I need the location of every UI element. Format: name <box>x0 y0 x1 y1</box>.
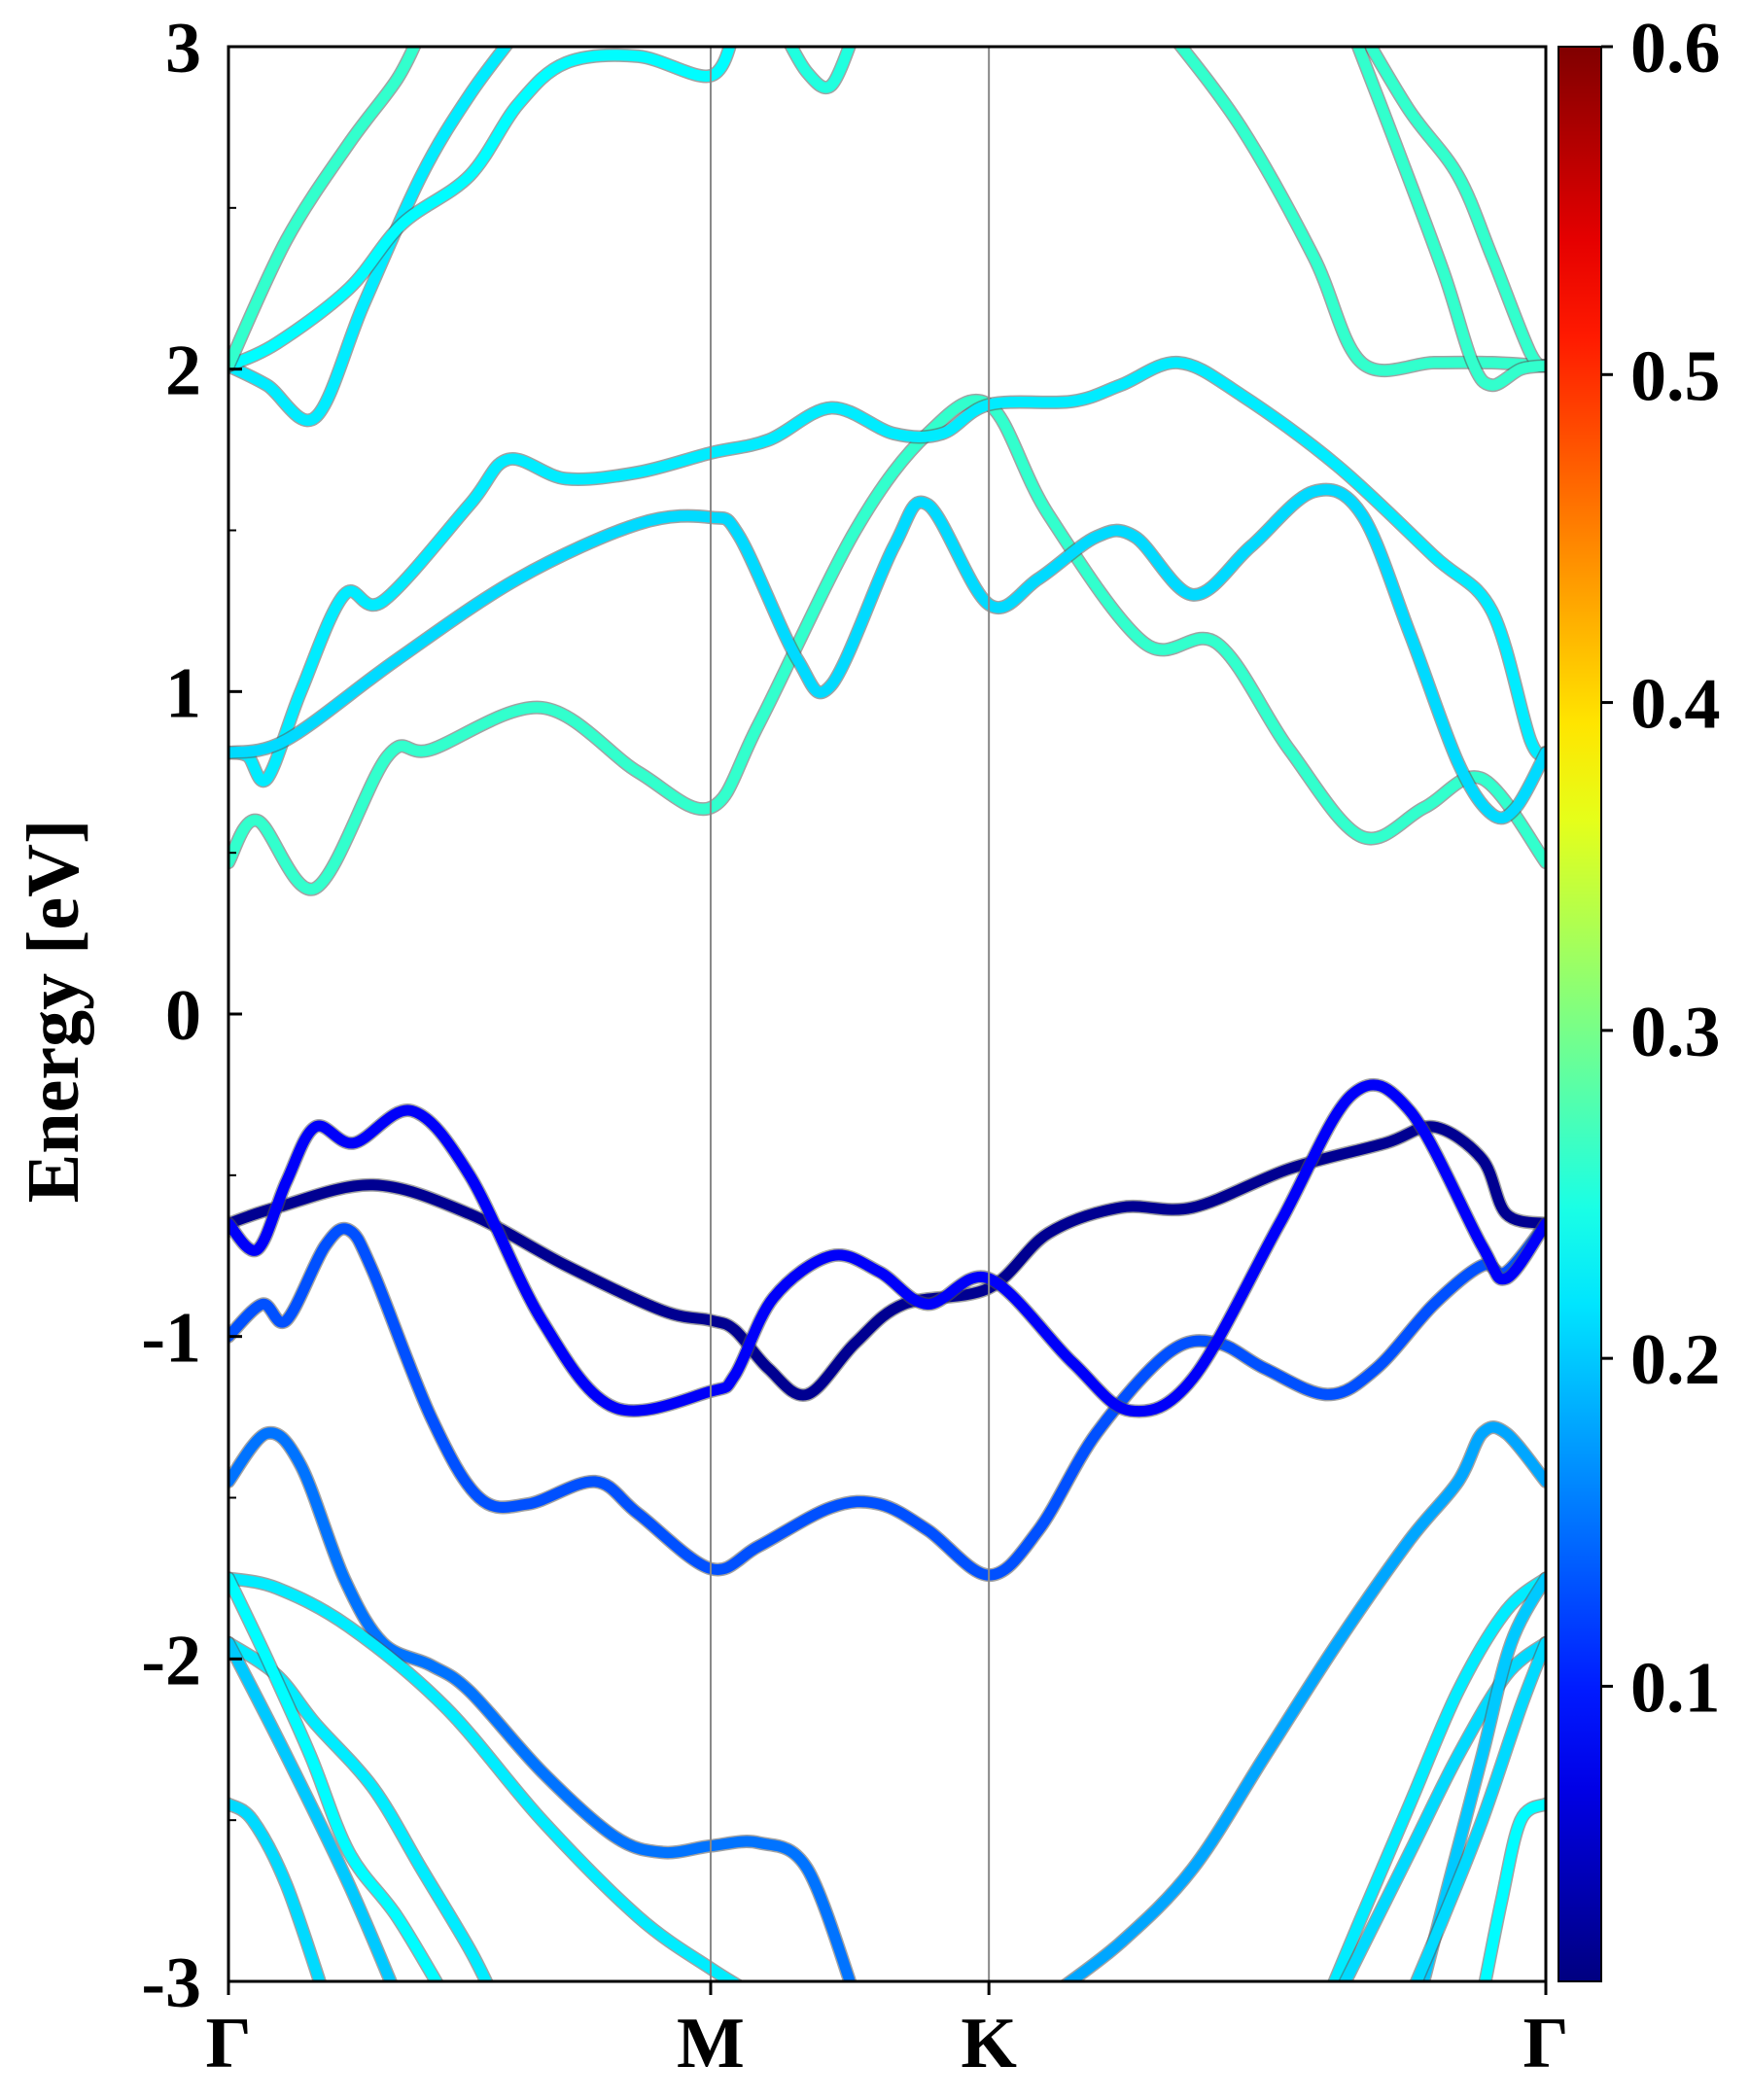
kpoint-label: Γ <box>205 2004 251 2083</box>
band-line-4 <box>228 47 736 371</box>
y-axis-ticks: -3 -2 -1 0 1 2 3 <box>141 9 242 2023</box>
y-tick-label: -2 <box>141 1621 201 1700</box>
band-line-1 <box>228 357 1546 787</box>
colorbar-tick-label: 0.4 <box>1630 665 1721 745</box>
bands-layer <box>228 47 1546 1981</box>
band-line-24 <box>1411 1637 1546 1981</box>
colorbar: 0.1 0.2 0.3 0.4 0.5 0.6 <box>1558 9 1721 1982</box>
colorbar-tick-label: 0.2 <box>1630 1320 1721 1400</box>
y-tick-label: -1 <box>141 1299 201 1379</box>
band-line-0 <box>228 395 1546 895</box>
y-tick-label: 3 <box>165 9 201 88</box>
band-line-14 <box>1061 1421 1546 1981</box>
band-line-5 <box>228 47 421 371</box>
band-line-19 <box>228 1637 397 1981</box>
colorbar-tick-label: 0.1 <box>1630 1648 1721 1728</box>
band-outline-12 <box>228 1077 1546 1418</box>
band-line-7 <box>1174 47 1546 376</box>
band-line-16 <box>228 1637 493 1981</box>
band-outline-16 <box>228 1635 494 1981</box>
colorbar-tick-label: 0.6 <box>1630 9 1721 88</box>
kpoint-label: Γ <box>1522 2004 1568 2083</box>
colorbar-gradient <box>1558 46 1602 1982</box>
band-line-23 <box>1480 1799 1546 1981</box>
band-line-12 <box>228 1079 1546 1418</box>
band-line-6 <box>785 47 856 93</box>
band-line-8 <box>1364 47 1546 371</box>
colorbar-tick-label: 0.5 <box>1630 336 1721 416</box>
band-line-2 <box>228 484 1546 823</box>
band-line-13 <box>228 1427 856 1981</box>
y-tick-label: -3 <box>141 1943 201 2023</box>
band-line-18 <box>228 1799 326 1981</box>
band-line-3 <box>228 47 512 426</box>
band-line-15 <box>228 1572 742 1981</box>
band-line-11 <box>228 1121 1546 1401</box>
y-tick-label: 0 <box>165 976 201 1056</box>
colorbar-tick-label: 0.3 <box>1630 993 1721 1072</box>
high-symmetry-lines <box>709 47 991 1981</box>
y-tick-label: 1 <box>165 653 201 733</box>
band-line-9 <box>1352 47 1546 391</box>
y-axis-label: Energy [eV] <box>13 820 94 1204</box>
band-outline-2 <box>228 482 1546 825</box>
kpoint-label: M <box>677 2004 745 2083</box>
band-line-10 <box>228 1218 1546 1581</box>
band-outline-11 <box>228 1119 1546 1402</box>
band-line-20 <box>1328 1572 1546 1981</box>
band-line-17 <box>228 1572 442 1981</box>
band-outline-7 <box>1172 47 1546 378</box>
y-tick-label: 2 <box>165 332 201 411</box>
kpoint-label: K <box>961 2004 1017 2083</box>
